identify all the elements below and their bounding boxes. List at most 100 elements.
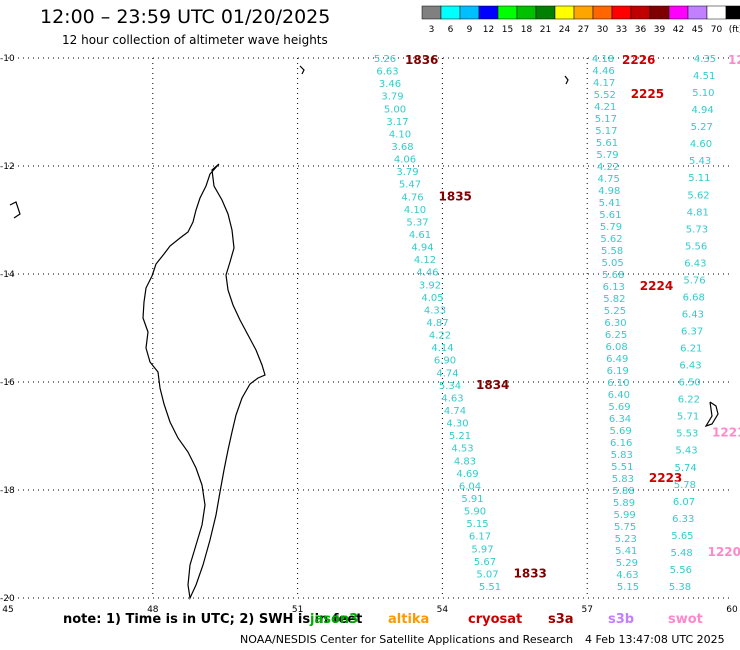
wave-height-value: 5.29 <box>616 558 638 569</box>
wave-height-value: 5.07 <box>476 569 498 580</box>
wave-height-value: 4.94 <box>691 105 713 116</box>
track-time-label: 1220 <box>708 545 740 559</box>
colorbar-label: 27 <box>578 25 589 35</box>
wave-height-value: 4.98 <box>598 186 620 197</box>
wave-height-value: 6.25 <box>605 330 627 341</box>
wave-height-value: 4.14 <box>431 343 453 354</box>
wave-height-value: 5.62 <box>600 234 622 245</box>
wave-height-value: 5.90 <box>464 507 486 518</box>
wave-height-value: 4.46 <box>416 268 438 279</box>
wave-height-value: 4.87 <box>426 318 448 329</box>
wave-height-value: 5.68 <box>602 270 624 281</box>
track-time-label: 2225 <box>631 87 664 101</box>
track-time-label: 2226 <box>622 53 655 67</box>
wave-height-value: 6.43 <box>679 361 701 372</box>
wave-height-value: 5.69 <box>609 426 631 437</box>
lat-tick-label: -16 <box>0 378 15 388</box>
lon-tick-label: 57 <box>581 605 592 615</box>
wave-height-value: 5.78 <box>674 480 696 491</box>
wave-height-value: 5.25 <box>604 306 626 317</box>
wave-height-value: 5.52 <box>594 90 616 101</box>
satellite-legend-item: s3b <box>608 612 635 627</box>
wave-height-value: 5.61 <box>599 210 621 221</box>
wave-height-value: 6.13 <box>603 282 625 293</box>
wave-height-value: 5.89 <box>613 498 635 509</box>
colorbar-label: 3 <box>429 25 435 35</box>
wave-height-value: 5.17 <box>595 126 617 137</box>
wave-height-value: 5.11 <box>688 173 710 184</box>
wave-height-value: 3.92 <box>419 280 441 291</box>
track-time-label: 1834 <box>476 378 509 392</box>
colorbar-label: 33 <box>616 25 627 35</box>
colorbar-label: 39 <box>654 25 666 35</box>
lon-tick-label: 48 <box>147 605 159 615</box>
colorbar-swatch <box>535 5 556 20</box>
page-title: 12:00 – 23:59 UTC 01/20/2025 <box>40 6 331 28</box>
wave-height-value: 5.34 <box>439 381 461 392</box>
wave-height-value: 5.99 <box>613 510 635 521</box>
wave-height-value: 5.43 <box>675 446 697 457</box>
wave-height-value: 5.61 <box>596 138 618 149</box>
wave-height-value: 5.10 <box>692 88 714 99</box>
colorbar-swatch <box>478 5 499 20</box>
wave-height-value: 5.51 <box>479 582 501 593</box>
wave-height-value: 6.33 <box>672 514 694 525</box>
wave-height-value: 6.90 <box>434 356 456 367</box>
wave-height-value: 5.47 <box>399 180 421 191</box>
footer-timestamp: 4 Feb 13:47:08 UTC 2025 <box>585 633 725 646</box>
colorbar-label: 45 <box>692 25 703 35</box>
wave-height-value: 4.35 <box>694 54 716 65</box>
colorbar-label: 12 <box>483 25 494 35</box>
wave-height-value: 4.61 <box>409 230 431 241</box>
wave-height-value: 4.10 <box>404 205 426 216</box>
wave-height-value: 4.22 <box>429 331 451 342</box>
wave-height-value: 5.62 <box>687 190 709 201</box>
wave-height-value: 5.37 <box>406 217 428 228</box>
colorbar-swatch <box>687 5 708 20</box>
wave-height-value: 4.83 <box>454 456 476 467</box>
wave-height-value: 4.46 <box>592 66 614 77</box>
wave-height-value: 6.07 <box>673 497 695 508</box>
wave-height-value: 5.79 <box>600 222 622 233</box>
wave-height-value: 3.68 <box>391 142 413 153</box>
wave-height-value: 6.68 <box>683 292 705 303</box>
colorbar-label: 18 <box>521 25 533 35</box>
footer-note: note: 1) Time is in UTC; 2) SWH is in fe… <box>63 612 363 627</box>
colorbar-swatch <box>592 5 613 20</box>
track-time-label: 2223 <box>649 471 682 485</box>
wave-height-value: 5.15 <box>466 519 488 530</box>
wave-height-value: 4.30 <box>446 419 468 430</box>
wave-height-value: 6.16 <box>610 438 632 449</box>
wave-height-value: 5.83 <box>612 474 634 485</box>
wave-height-value: 6.19 <box>607 366 629 377</box>
wave-height-value: 5.91 <box>461 494 483 505</box>
wave-height-value: 4.10 <box>389 129 411 140</box>
colorbar-swatch <box>440 5 461 20</box>
wave-height-value: 4.94 <box>411 243 433 254</box>
wave-height-value: 5.71 <box>677 412 699 423</box>
wave-height-value: 5.27 <box>691 122 713 133</box>
colorbar-swatch <box>611 5 632 20</box>
wave-height-value: 5.48 <box>670 548 692 559</box>
colorbar-label: 42 <box>673 25 684 35</box>
wave-height-value: 5.97 <box>471 544 493 555</box>
wave-height-value: 6.43 <box>682 309 704 320</box>
wave-height-value: 5.43 <box>689 156 711 167</box>
wave-height-value: 3.17 <box>386 117 408 128</box>
wave-height-value: 5.15 <box>617 582 639 593</box>
wave-height-value: 4.53 <box>451 444 473 455</box>
track-time-label: 1835 <box>439 189 472 203</box>
colorbar-label: 21 <box>540 25 551 35</box>
wave-height-value: 4.33 <box>424 305 446 316</box>
wave-height-value: 4.05 <box>421 293 443 304</box>
wave-height-value: 5.65 <box>671 531 693 542</box>
wave-height-value: 5.76 <box>683 275 705 286</box>
wave-height-value: 4.51 <box>693 71 715 82</box>
wave-height-value: 5.73 <box>686 224 708 235</box>
colorbar-swatch <box>630 5 651 20</box>
colorbar-label: 15 <box>502 25 513 35</box>
wave-height-value: 6.40 <box>608 390 630 401</box>
wave-height-value: 5.41 <box>615 546 637 557</box>
footer-credit: NOAA/NESDIS Center for Satellite Applica… <box>240 633 574 646</box>
lat-tick-label: -20 <box>0 594 15 604</box>
